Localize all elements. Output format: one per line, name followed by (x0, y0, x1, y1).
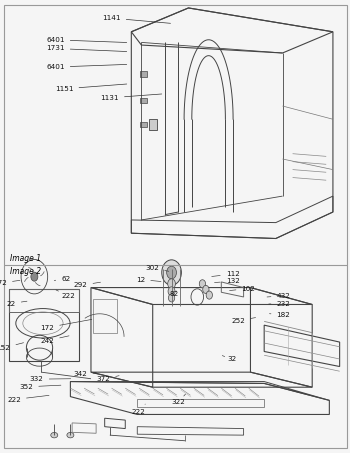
Text: 1141: 1141 (102, 15, 170, 23)
Circle shape (168, 287, 175, 296)
Bar (140, 98, 147, 103)
Circle shape (206, 291, 212, 299)
Text: 1131: 1131 (100, 94, 162, 101)
Bar (140, 122, 147, 127)
Text: 302: 302 (145, 265, 169, 271)
Text: 322: 322 (172, 394, 186, 405)
Text: 222: 222 (56, 290, 75, 299)
Text: 112: 112 (212, 271, 240, 277)
Text: 272: 272 (0, 280, 20, 286)
Text: 152: 152 (0, 343, 23, 351)
Text: 352: 352 (19, 384, 61, 390)
Text: 6401: 6401 (46, 37, 127, 43)
Ellipse shape (51, 433, 58, 438)
Text: 22: 22 (7, 300, 27, 307)
Text: 82: 82 (169, 290, 178, 297)
Text: 182: 182 (270, 312, 290, 318)
Text: 62: 62 (54, 276, 70, 282)
Text: 432: 432 (267, 293, 290, 299)
Circle shape (162, 260, 181, 285)
Circle shape (203, 285, 209, 294)
Text: 252: 252 (231, 318, 255, 324)
Text: Image 1: Image 1 (10, 254, 42, 263)
Text: 372: 372 (96, 376, 119, 382)
Text: 32: 32 (222, 356, 237, 362)
Bar (149, 119, 158, 130)
Circle shape (168, 294, 175, 302)
Text: Image 2: Image 2 (10, 267, 42, 276)
Circle shape (168, 279, 175, 289)
Text: 1731: 1731 (46, 45, 127, 52)
Text: 12: 12 (136, 276, 161, 283)
Text: 332: 332 (30, 376, 71, 382)
Circle shape (199, 280, 205, 288)
Text: 172: 172 (40, 319, 92, 331)
Ellipse shape (67, 433, 74, 438)
Text: 222: 222 (131, 404, 145, 415)
Circle shape (31, 272, 38, 281)
Circle shape (167, 266, 176, 279)
Text: 222: 222 (7, 395, 49, 403)
Text: 102: 102 (230, 285, 256, 292)
Text: 132: 132 (215, 278, 240, 284)
Text: 242: 242 (40, 336, 69, 344)
Text: 232: 232 (269, 301, 290, 307)
Text: 6401: 6401 (46, 64, 127, 70)
Text: 292: 292 (74, 282, 100, 289)
Bar (140, 72, 147, 77)
Text: 1151: 1151 (55, 84, 127, 92)
Text: 342: 342 (74, 371, 97, 377)
